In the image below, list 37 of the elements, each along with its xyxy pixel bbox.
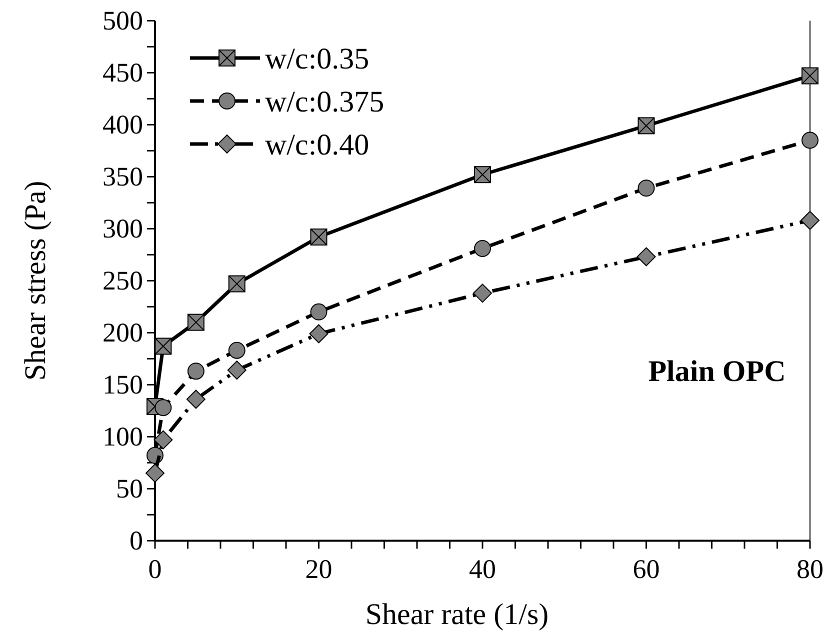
x-tick-label: 80	[796, 554, 824, 584]
x-tick-label: 60	[632, 554, 660, 584]
point	[146, 464, 164, 483]
y-tick-label: 500	[102, 5, 143, 36]
y-tick-label: 250	[102, 265, 143, 296]
y-tick-label: 350	[102, 161, 143, 192]
legend-label: w/c:0.40	[265, 128, 370, 162]
y-tick-label: 150	[102, 369, 143, 400]
x-tick-label: 40	[469, 554, 496, 584]
y-tick-label: 400	[102, 109, 143, 140]
point	[474, 240, 491, 257]
point	[310, 303, 328, 320]
legend-label: w/c:0.35	[265, 42, 370, 76]
y-tick-label: 450	[102, 57, 143, 88]
y-tick-label: 300	[102, 213, 143, 244]
point	[802, 132, 818, 149]
point	[228, 342, 246, 359]
point	[186, 390, 206, 409]
x-axis-title: Shear rate (1/s)	[365, 598, 549, 631]
y-axis-title: Shear stress (Pa)	[19, 180, 52, 381]
x-tick-label: 20	[305, 554, 332, 584]
point	[227, 360, 246, 380]
y-tick-label: 0	[130, 525, 143, 556]
point	[636, 247, 656, 266]
y-tick-label: 50	[116, 473, 143, 504]
y-tick-label: 200	[102, 317, 143, 348]
point	[187, 362, 204, 380]
point	[638, 180, 655, 197]
point	[309, 324, 328, 344]
point	[154, 399, 172, 416]
annotation: Plain OPC	[648, 355, 786, 388]
legend-label: w/c:0.375	[265, 86, 384, 118]
y-tick-label: 100	[102, 421, 143, 452]
point	[154, 430, 173, 450]
point	[473, 284, 492, 303]
x-tick-label: 0	[148, 554, 162, 584]
point	[800, 210, 820, 230]
